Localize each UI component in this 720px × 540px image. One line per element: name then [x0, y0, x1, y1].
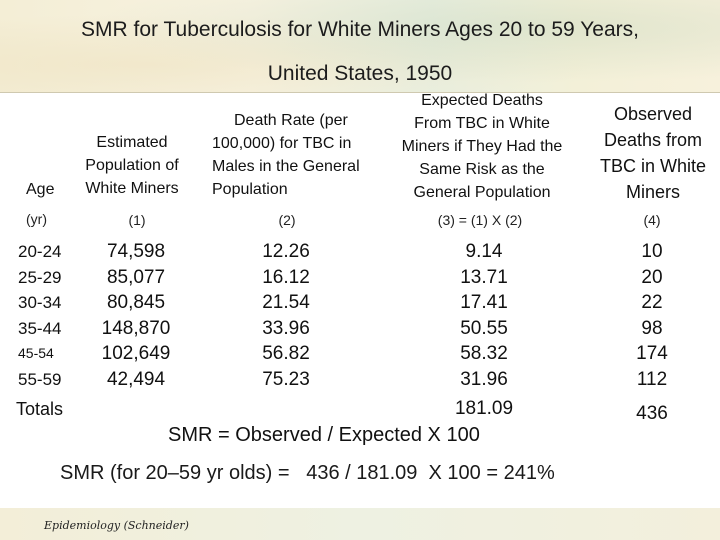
expected-cell: 13.71: [460, 266, 508, 288]
header-population-line: Population of: [85, 157, 179, 174]
header-death-rate-line: Males in the General: [212, 158, 360, 175]
expected-cell: 58.32: [460, 343, 508, 364]
observed-cell: 10: [641, 241, 663, 262]
observed-cell: 174: [636, 343, 668, 364]
age-cell: 25-29: [18, 267, 62, 287]
subheader-age: (yr): [26, 211, 47, 227]
title-band: [0, 0, 720, 92]
header-expected-line: Expected Deaths: [421, 92, 543, 109]
header-observed-line: Observed: [613, 104, 693, 124]
death-rate-column: 12.26 16.12 21.54 33.96 56.82 75.23: [246, 239, 326, 392]
subheader-death-rate: (2): [278, 212, 296, 228]
death-rate-cell: 56.82: [262, 343, 310, 364]
age-cell: 20-24: [18, 242, 62, 261]
totals-label: Totals: [16, 399, 64, 419]
expected-cell: 50.55: [460, 317, 508, 339]
header-age: Age: [26, 181, 55, 198]
header-observed-line: Deaths from: [603, 130, 703, 150]
population-cell: 42,494: [106, 368, 166, 390]
header-population-line: Estimated: [96, 134, 168, 151]
expected-column: 9.14 13.71 17.41 50.55 58.32 31.96: [442, 239, 526, 392]
header-expected-line: Same Risk as the: [419, 161, 545, 178]
age-cell: 55-59: [18, 369, 62, 389]
death-rate-cell: 75.23: [262, 368, 310, 390]
population-cell: 102,649: [101, 343, 171, 364]
observed-cell: 20: [641, 266, 663, 288]
header-death-rate-line: Population: [212, 181, 288, 198]
population-cell: 74,598: [106, 241, 166, 262]
subheader-expected: (3) = (1) X (2): [437, 212, 523, 228]
population-column: 74,598 85,077 80,845 148,870 102,649 42,…: [88, 239, 184, 392]
header-death-rate-line: 100,000) for TBC in: [212, 135, 352, 152]
observed-cell: 112: [636, 368, 668, 390]
observed-cell: 98: [641, 317, 663, 339]
smr-result: SMR (for 20–59 yr olds) = 436 / 181.09 X…: [60, 462, 555, 484]
observed-column: 10 20 22 98 174 112: [616, 239, 688, 392]
expected-cell: 17.41: [460, 292, 508, 313]
header-death-rate-line: Death Rate (per: [234, 112, 348, 129]
header-observed: Observed Deaths from TBC in White Miners: [590, 101, 716, 205]
header-observed-line: Miners: [625, 182, 680, 202]
expected-cell: 31.96: [460, 368, 508, 390]
age-cell: 35-44: [18, 318, 62, 338]
age-column: 20-24 25-29 30-34 35-44 45-54 55-59: [18, 239, 61, 392]
age-cell: 45-54: [18, 345, 54, 361]
subheader-observed: (4): [643, 212, 661, 228]
header-observed-line: TBC in White: [599, 156, 707, 176]
population-cell: 85,077: [106, 266, 166, 288]
footer-credit: Epidemiology (Schneider): [44, 519, 189, 532]
subheader-population: (1): [128, 212, 146, 228]
header-expected-line: From TBC in White: [414, 115, 550, 132]
footer-band: [0, 508, 720, 540]
smr-definition: SMR = Observed / Expected X 100: [168, 424, 480, 446]
header-population: Estimated Population of White Miners: [72, 131, 192, 200]
header-expected: Expected Deaths From TBC in White Miners…: [386, 89, 578, 204]
totals-observed: 436: [636, 403, 668, 424]
header-death-rate: Death Rate (per 100,000) for TBC in Male…: [212, 109, 360, 201]
population-cell: 148,870: [101, 317, 171, 339]
totals-expected: 181.09: [454, 398, 514, 419]
death-rate-cell: 21.54: [262, 292, 310, 313]
age-cell: 30-34: [18, 293, 62, 312]
population-cell: 80,845: [106, 292, 166, 313]
title-line-1: SMR for Tuberculosis for White Miners Ag…: [81, 18, 639, 41]
title-divider: [0, 92, 720, 93]
death-rate-cell: 16.12: [262, 266, 310, 288]
title-line-2: United States, 1950: [267, 62, 453, 85]
expected-cell: 9.14: [465, 241, 503, 262]
death-rate-cell: 12.26: [262, 241, 310, 262]
death-rate-cell: 33.96: [262, 317, 310, 339]
observed-cell: 22: [641, 292, 663, 313]
header-expected-line: General Population: [413, 184, 551, 201]
header-population-line: White Miners: [85, 180, 179, 197]
header-expected-line: Miners if They Had the: [401, 138, 563, 155]
